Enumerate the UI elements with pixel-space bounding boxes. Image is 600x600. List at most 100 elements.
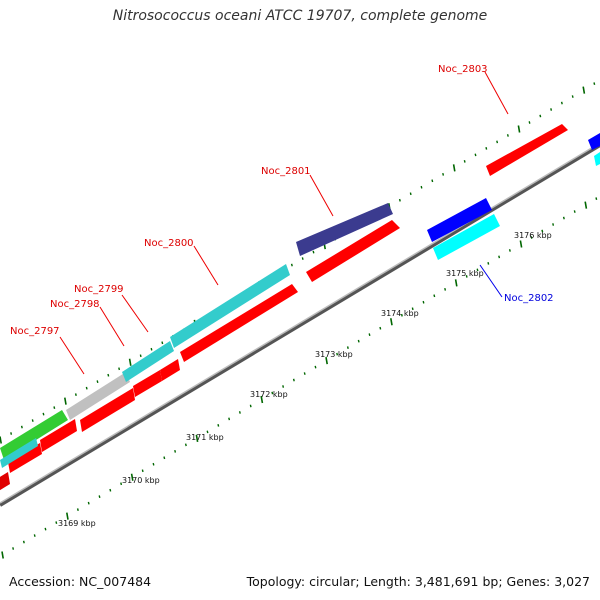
- gene-red-5[interactable]: [133, 370, 162, 397]
- kbp-label: 3176 kbp: [514, 231, 552, 240]
- minor-tick: [506, 134, 509, 137]
- minor-tick: [44, 527, 47, 531]
- gene-red-2[interactable]: [8, 443, 42, 473]
- minor-tick: [228, 417, 231, 421]
- minor-tick: [496, 140, 499, 144]
- genome-stats-text: Topology: circular; Length: 3,481,691 bp…: [246, 574, 590, 589]
- kbp-labels: 3169 kbp 3170 kbp 3171 kbp 3172 kbp 3173…: [58, 231, 552, 528]
- minor-tick: [53, 406, 56, 409]
- gene-cyan-2802b[interactable]: [433, 214, 500, 260]
- major-tick: [454, 279, 458, 287]
- minor-tick: [87, 501, 90, 505]
- kbp-label: 3169 kbp: [58, 519, 96, 528]
- minor-tick: [118, 367, 121, 371]
- minor-tick: [31, 419, 34, 422]
- gene-red-3[interactable]: [40, 419, 77, 452]
- minor-tick: [42, 412, 45, 416]
- minor-tick: [379, 326, 382, 330]
- kbp-label: 3174 kbp: [381, 309, 419, 318]
- minor-tick: [107, 373, 110, 377]
- minor-tick: [312, 250, 315, 254]
- minor-tick: [20, 425, 23, 429]
- minor-tick: [573, 210, 576, 213]
- minor-tick: [539, 114, 542, 118]
- gene-red-9[interactable]: [486, 124, 568, 176]
- major-tick: [66, 512, 69, 520]
- minor-tick: [290, 263, 293, 267]
- genome-backbone: [0, 142, 600, 507]
- gene-red-4[interactable]: [80, 388, 135, 432]
- minor-tick: [55, 521, 58, 524]
- minor-tick: [303, 372, 306, 375]
- gene-cyan-2799[interactable]: [122, 341, 174, 382]
- gene-blue-2802[interactable]: [427, 198, 492, 242]
- minor-tick: [422, 300, 425, 304]
- minor-tick: [593, 82, 596, 85]
- minor-tick: [336, 352, 339, 356]
- minor-tick: [541, 229, 544, 233]
- minor-tick: [292, 378, 295, 382]
- minor-tick: [528, 121, 531, 124]
- minor-tick: [571, 95, 574, 98]
- gene-cyan-2800[interactable]: [170, 264, 290, 348]
- minor-tick: [431, 179, 434, 183]
- kbp-label: 3173 kbp: [315, 350, 353, 359]
- minor-tick: [109, 488, 112, 492]
- minor-tick: [163, 456, 166, 460]
- major-tick: [1, 551, 4, 559]
- minor-tick: [552, 223, 555, 226]
- minor-tick: [174, 449, 177, 453]
- minor-tick: [411, 307, 414, 311]
- minor-tick: [444, 287, 447, 291]
- gene-features[interactable]: [0, 124, 600, 492]
- major-tick: [260, 395, 264, 404]
- minor-tick: [161, 341, 164, 345]
- gene-gray[interactable]: [66, 372, 130, 420]
- minor-tick: [487, 262, 490, 265]
- minor-tick: [206, 430, 209, 434]
- gene-cyan-right[interactable]: [594, 152, 600, 166]
- minor-tick: [530, 236, 533, 239]
- minor-tick: [409, 192, 412, 196]
- minor-tick: [433, 294, 436, 298]
- minor-tick: [217, 424, 220, 427]
- accession-text: Accession: NC_007484: [9, 574, 152, 589]
- minor-tick: [463, 159, 466, 163]
- gene-red-7[interactable]: [180, 284, 298, 362]
- minor-tick: [400, 313, 403, 317]
- gene-blue-right[interactable]: [588, 133, 600, 150]
- gene-label-noc-2802: Noc_2802: [504, 293, 554, 304]
- minor-tick: [152, 462, 155, 466]
- gene-cyan-small[interactable]: [0, 438, 38, 468]
- kbp-label: 3171 kbp: [186, 433, 224, 442]
- gene-labels: Noc_2797 Noc_2798 Noc_2799 Noc_2800 Noc_…: [10, 64, 554, 375]
- minor-tick: [271, 391, 274, 395]
- minor-tick: [76, 508, 79, 512]
- minor-tick: [141, 469, 144, 473]
- minor-tick: [595, 197, 598, 200]
- major-tick: [390, 318, 393, 326]
- minor-tick: [74, 393, 77, 397]
- minor-tick: [33, 534, 36, 537]
- major-tick: [582, 86, 586, 94]
- major-tick: [325, 356, 328, 365]
- minor-tick: [249, 404, 252, 408]
- kbp-label: 3170 kbp: [122, 476, 160, 485]
- minor-tick: [560, 101, 563, 105]
- gene-slate-2801[interactable]: [296, 203, 393, 256]
- minor-tick: [22, 540, 25, 544]
- minor-tick: [476, 268, 479, 272]
- minor-tick: [10, 432, 13, 435]
- minor-tick: [498, 255, 501, 259]
- gene-red-8[interactable]: [306, 220, 400, 282]
- major-tick: [128, 358, 132, 366]
- minor-tick: [346, 346, 349, 350]
- gene-green[interactable]: [0, 410, 68, 460]
- minor-tick: [184, 443, 187, 447]
- gene-label-noc-2801: Noc_2801: [261, 166, 311, 177]
- minor-tick: [314, 365, 317, 369]
- minor-tick: [282, 385, 285, 388]
- kbp-label: 3172 kbp: [250, 390, 288, 399]
- gene-red-6[interactable]: [160, 359, 180, 381]
- gene-red-1[interactable]: [0, 472, 10, 492]
